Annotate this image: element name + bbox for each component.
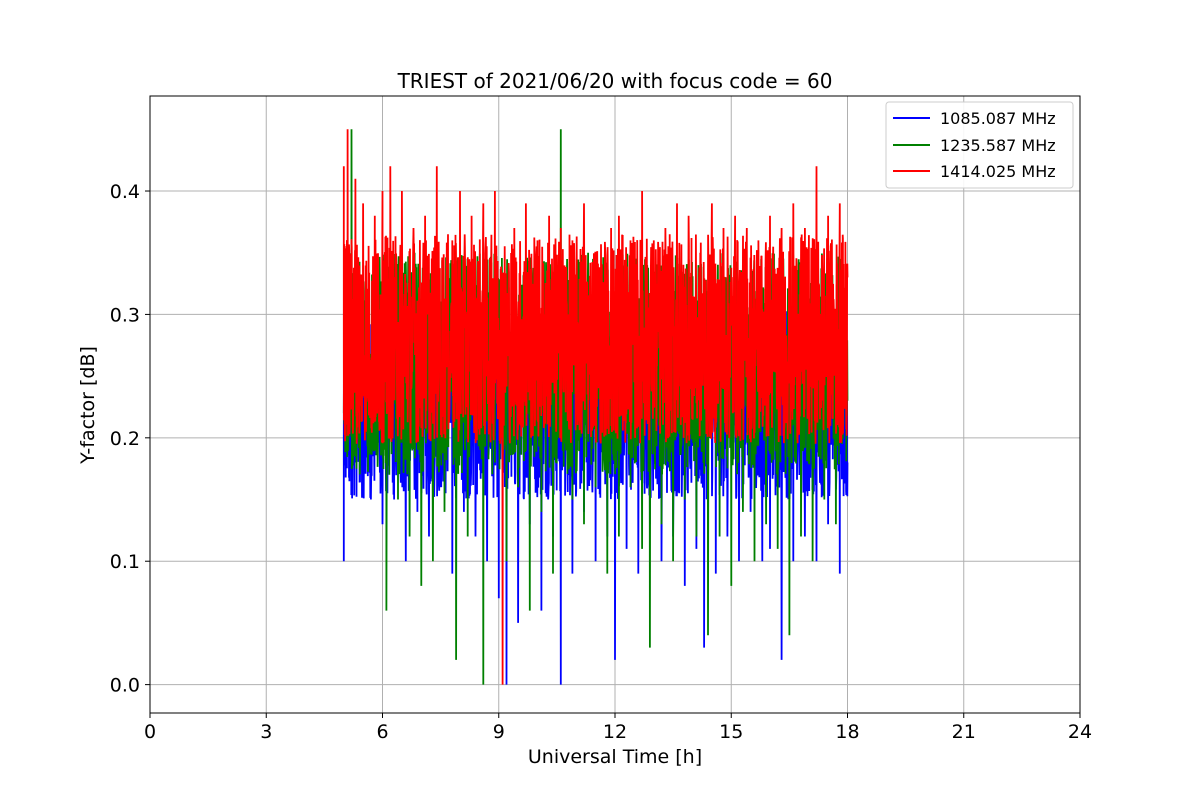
legend-label-3: 1414.025 MHz bbox=[940, 162, 1056, 181]
series-layer bbox=[342, 129, 849, 685]
x-tick-label: 9 bbox=[493, 721, 505, 743]
legend-label-1: 1085.087 MHz bbox=[940, 109, 1056, 128]
series-line-3 bbox=[342, 129, 849, 685]
legend-label-2: 1235.587 MHz bbox=[940, 136, 1056, 155]
y-tick-label: 0.2 bbox=[110, 428, 140, 450]
legend: 1085.087 MHz 1235.587 MHz 1414.025 MHz bbox=[885, 101, 1074, 189]
x-tick-label: 15 bbox=[719, 721, 743, 743]
legend-box bbox=[885, 101, 1074, 189]
y-tick-label: 0.1 bbox=[110, 551, 140, 573]
x-tick-label: 0 bbox=[144, 721, 156, 743]
chart-title: TRIEST of 2021/06/20 with focus code = 6… bbox=[397, 69, 833, 93]
x-tick-label: 6 bbox=[376, 721, 388, 743]
y-tick-label: 0.4 bbox=[110, 181, 140, 203]
x-axis-ticks: 0 3 6 9 12 15 18 21 24 bbox=[144, 713, 1092, 743]
x-tick-label: 24 bbox=[1068, 721, 1092, 743]
y-axis-ticks: 0.0 0.1 0.2 0.3 0.4 bbox=[110, 181, 150, 697]
x-axis-label: Universal Time [h] bbox=[528, 746, 702, 768]
x-tick-label: 12 bbox=[603, 721, 627, 743]
x-tick-label: 3 bbox=[260, 721, 272, 743]
x-tick-label: 21 bbox=[952, 721, 976, 743]
y-tick-label: 0.3 bbox=[110, 304, 140, 326]
x-tick-label: 18 bbox=[835, 721, 859, 743]
y-axis-label: Y-factor [dB] bbox=[77, 346, 99, 465]
y-tick-label: 0.0 bbox=[110, 675, 140, 697]
